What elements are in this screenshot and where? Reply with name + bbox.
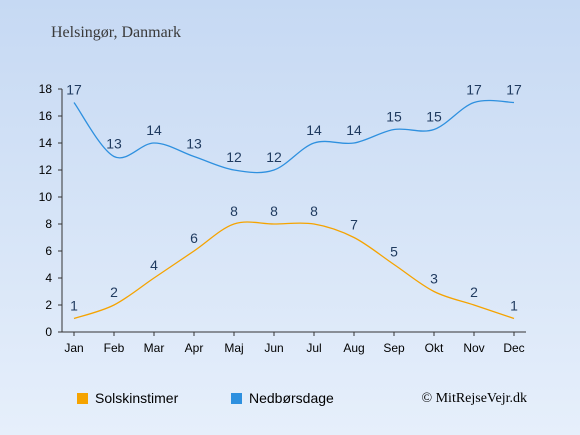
chart-title: Helsingør, Danmark (51, 24, 181, 41)
y-tick-label: 10 (39, 190, 53, 204)
data-label-sun: 8 (270, 203, 278, 219)
data-label-rain: 12 (226, 149, 242, 165)
x-tick-label: Jul (306, 341, 321, 355)
data-label-rain: 14 (346, 122, 362, 138)
data-label-rain: 17 (66, 82, 82, 98)
data-label-rain: 14 (306, 122, 322, 138)
y-tick-label: 12 (39, 163, 53, 177)
legend-swatch-sun (77, 393, 88, 404)
x-tick-label: Aug (343, 341, 364, 355)
y-tick-label: 14 (39, 136, 53, 150)
data-label-sun: 1 (70, 298, 78, 314)
x-tick-label: Jun (264, 341, 283, 355)
data-label-sun: 1 (510, 298, 518, 314)
legend-label-rain: Nedbørsdage (249, 390, 334, 406)
series-layer (73, 99, 515, 320)
data-label-sun: 4 (150, 257, 158, 273)
data-label-sun: 8 (230, 203, 238, 219)
data-label-rain: 17 (466, 82, 482, 98)
data-label-rain: 17 (506, 82, 522, 98)
series-line-rain (73, 99, 515, 174)
legend-swatch-rain (231, 393, 242, 404)
x-tick-label: Nov (463, 341, 484, 355)
data-label-sun: 2 (470, 284, 478, 300)
y-tick-label: 6 (45, 244, 52, 258)
y-tick-label: 2 (45, 298, 52, 312)
legend: Solskinstimer Nedbørsdage (77, 390, 334, 406)
copyright-text: © MitRejseVejr.dk (421, 391, 527, 406)
data-label-sun: 2 (110, 284, 118, 300)
y-tick-label: 18 (39, 82, 53, 96)
data-label-rain: 12 (266, 149, 282, 165)
data-label-rain: 15 (386, 109, 402, 125)
y-tick-label: 16 (39, 109, 53, 123)
series-line-sun (73, 221, 515, 320)
data-label-rain: 13 (106, 136, 122, 152)
y-tick-label: 8 (45, 217, 52, 231)
data-label-sun: 3 (430, 271, 438, 287)
data-label-rain: 14 (146, 122, 162, 138)
legend-label-sun: Solskinstimer (95, 390, 179, 406)
x-tick-label: Okt (425, 341, 444, 355)
x-tick-label: Sep (383, 341, 405, 355)
data-label-rain: 13 (186, 136, 202, 152)
x-tick-label: Jan (64, 341, 83, 355)
x-tick-label: Dec (503, 341, 524, 355)
y-tick-label: 4 (45, 271, 52, 285)
data-label-sun: 6 (190, 230, 198, 246)
x-tick-label: Maj (224, 341, 243, 355)
x-tick-label: Apr (185, 341, 204, 355)
data-label-rain: 15 (426, 109, 442, 125)
x-tick-label: Feb (104, 341, 125, 355)
data-label-sun: 5 (390, 244, 398, 260)
data-label-sun: 8 (310, 203, 318, 219)
y-tick-label: 0 (45, 325, 52, 339)
x-tick-label: Mar (144, 341, 165, 355)
data-label-sun: 7 (350, 217, 358, 233)
